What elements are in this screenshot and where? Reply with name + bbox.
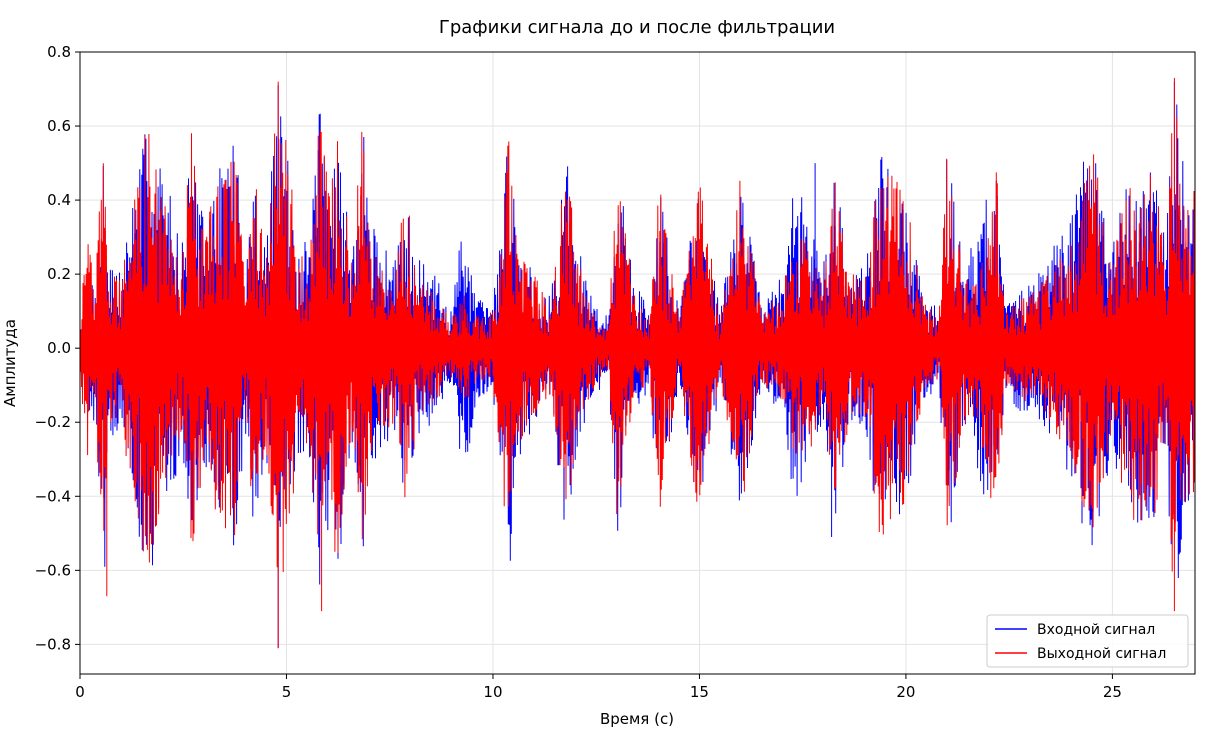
y-tick-label: 0.8 xyxy=(47,43,71,61)
y-axis-label: Амплитуда xyxy=(1,319,19,407)
x-tick-label: 20 xyxy=(896,683,915,701)
ticks: 0 5 10 15 20 25 −0.8 −0.6 −0.4 −0.2 0.0 0.2 0.4 0.6 0.… xyxy=(35,43,1122,701)
y-tick-label: −0.8 xyxy=(35,635,71,653)
y-tick-label: 0.6 xyxy=(47,117,71,135)
y-tick-label: 0.2 xyxy=(47,265,71,283)
series-layer xyxy=(79,77,1196,649)
x-axis-label: Время (с) xyxy=(600,710,674,728)
x-tick-label: 25 xyxy=(1103,683,1122,701)
x-tick-label: 0 xyxy=(75,683,85,701)
y-tick-label: −0.4 xyxy=(35,487,71,505)
y-tick-label: 0.0 xyxy=(47,339,71,357)
legend: Входной сигнал Выходной сигнал xyxy=(986,614,1189,668)
legend-box xyxy=(986,614,1189,668)
y-tick-label: −0.2 xyxy=(35,413,71,431)
legend-label-output: Выходной сигнал xyxy=(1037,646,1166,662)
x-tick-label: 5 xyxy=(282,683,292,701)
output-signal-line xyxy=(79,77,1196,649)
plot-frame xyxy=(79,51,1196,675)
chart-title: Графики сигнала до и после фильтрации xyxy=(439,17,835,38)
y-tick-label: −0.6 xyxy=(35,561,71,579)
legend-label-input: Входной сигнал xyxy=(1037,622,1155,638)
x-tick-label: 10 xyxy=(483,683,502,701)
x-tick-label: 15 xyxy=(690,683,709,701)
y-tick-label: 0.4 xyxy=(47,191,71,209)
